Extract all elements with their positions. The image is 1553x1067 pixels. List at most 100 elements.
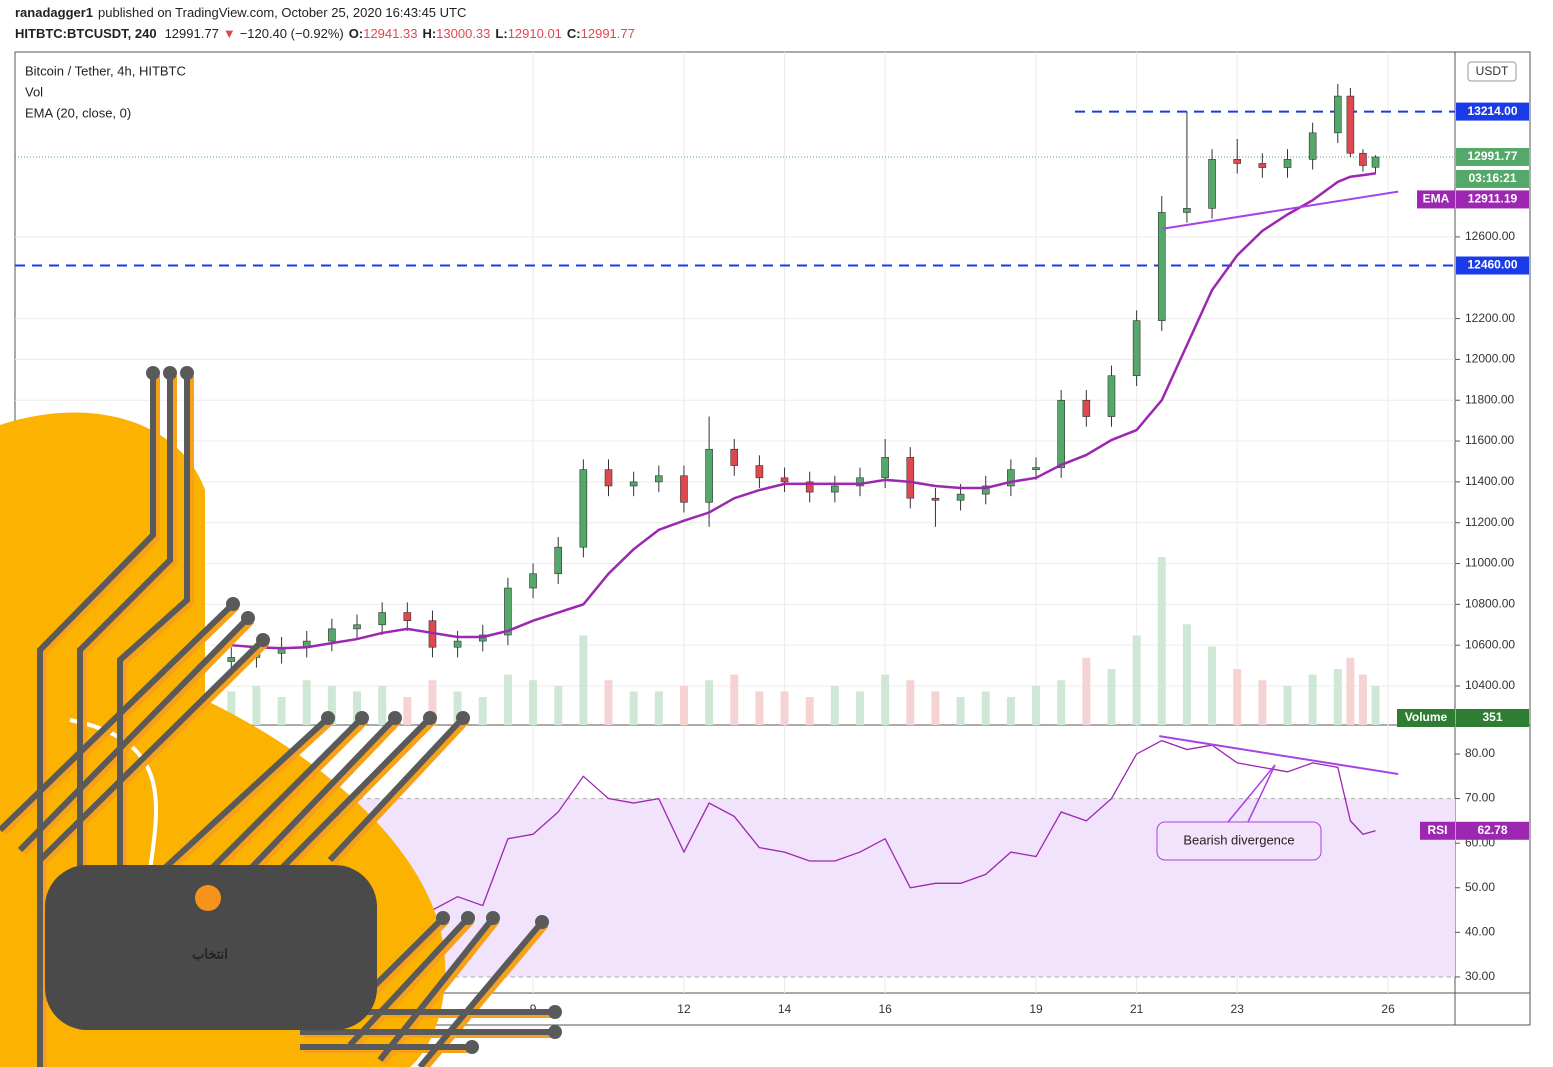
- volume-bar: [1157, 557, 1166, 725]
- candle-body: [1157, 212, 1166, 321]
- y-tick-label: 11200.00: [1465, 515, 1514, 529]
- candle-body: [1233, 159, 1242, 164]
- volume-bar: [931, 691, 940, 725]
- candle-body: [1082, 399, 1091, 417]
- ema-label: 12911.19: [1468, 192, 1518, 206]
- y-tick-label: 12000.00: [1465, 352, 1515, 366]
- candle-body: [1208, 159, 1216, 209]
- candle-body: [328, 628, 336, 642]
- candle-body: [227, 657, 236, 662]
- candle-body: [981, 485, 990, 495]
- annotation-box: [1156, 821, 1322, 861]
- last-price: 12991.77: [165, 26, 219, 41]
- volume-bar: [881, 674, 890, 725]
- candle-body: [931, 497, 940, 501]
- volume-bar: [353, 691, 362, 725]
- volume-bar: [403, 697, 412, 725]
- x-tick-label: 19: [1029, 1002, 1043, 1016]
- volume-bar: [629, 691, 638, 725]
- candle-body: [1346, 95, 1355, 154]
- y-tick-label: 12200.00: [1465, 311, 1515, 325]
- publisher: ranadagger1: [15, 5, 93, 20]
- volume-bar: [529, 680, 538, 725]
- change: −120.40 (−0.92%): [240, 26, 344, 41]
- volume-bar: [277, 697, 286, 725]
- annotation: Bearish divergence: [1156, 764, 1322, 861]
- ema-line: [231, 172, 1376, 650]
- logo-text: انتخاب: [192, 946, 228, 961]
- candle-body: [1132, 320, 1141, 377]
- legend-title: Bitcoin / Tether, 4h, HITBTC: [25, 63, 186, 78]
- volume-bar: [1182, 624, 1191, 725]
- arrow: ▼: [223, 26, 236, 41]
- header-line-1: ranadagger1 published on TradingView.com,…: [15, 5, 466, 20]
- volume-bar: [302, 680, 311, 725]
- candle-body: [805, 481, 814, 493]
- price-line-label-box: [1456, 256, 1529, 275]
- rsi-tick-label: 40.00: [1465, 925, 1495, 939]
- volume-bar: [453, 691, 462, 725]
- currency-box: [1467, 61, 1517, 82]
- volume-bar: [327, 685, 336, 725]
- volume-bar: [503, 674, 512, 725]
- annotation-text: Bearish divergence: [1183, 832, 1294, 847]
- volume-bar: [1032, 685, 1041, 725]
- header-line-2: HITBTC:BTCUSDT, 240 12991.77 ▼ −120.40 (−0.…: [15, 26, 635, 41]
- c-label: C:: [567, 26, 581, 41]
- candle-body: [453, 640, 462, 648]
- x-tick-label: 23: [1231, 1002, 1245, 1016]
- volume-bar: [755, 691, 764, 725]
- volume-bar: [579, 635, 588, 725]
- ema-label-name: EMA: [1423, 192, 1450, 206]
- last-price-label: 12991.77: [1467, 149, 1517, 163]
- volume-bar: [1107, 669, 1116, 725]
- volume-label-name-box: [1397, 709, 1455, 727]
- legend-ema: EMA (20, close, 0): [25, 105, 131, 120]
- volume-bar: [478, 697, 487, 725]
- symbol: HITBTC:BTCUSDT, 240: [15, 26, 157, 41]
- l-label: L:: [495, 26, 507, 41]
- candle-body: [655, 475, 663, 483]
- volume-bar: [1132, 635, 1141, 725]
- y-tick-label: 12600.00: [1465, 229, 1515, 243]
- rsi-label-name-box: [1420, 821, 1455, 840]
- candle-body: [730, 448, 739, 466]
- ema-label-name-box: [1417, 190, 1455, 209]
- volume-bar: [604, 680, 613, 725]
- candle-body: [1334, 95, 1342, 134]
- candle-body: [1371, 156, 1380, 168]
- volume-bar: [805, 697, 814, 725]
- candle-body: [881, 457, 889, 479]
- volume-bar: [1283, 685, 1292, 725]
- y-tick-label: 11600.00: [1465, 433, 1514, 447]
- volume-bar: [1358, 674, 1367, 725]
- candle-body: [1057, 399, 1065, 468]
- volume-bar: [227, 691, 236, 725]
- h-label: H:: [422, 26, 436, 41]
- candle-body: [1183, 208, 1191, 213]
- rsi-label-name: RSI: [1427, 823, 1447, 837]
- volume-bar: [1006, 697, 1015, 725]
- candle-body: [378, 612, 386, 626]
- volume-bar: [906, 680, 915, 725]
- rsi-label: 62.78: [1477, 823, 1507, 837]
- l-value: 12910.01: [508, 26, 562, 41]
- logo-dots: [146, 366, 562, 1054]
- volume-bar: [252, 685, 261, 725]
- currency: USDT: [1476, 64, 1509, 78]
- logo: انتخاب: [0, 366, 562, 1067]
- candle-body: [831, 485, 839, 493]
- candle-body: [579, 469, 588, 548]
- volume-bar: [1208, 646, 1217, 725]
- candle-body: [629, 481, 638, 487]
- volume-bar: [705, 680, 714, 725]
- volume-bar: [981, 691, 990, 725]
- x-tick-label: 12: [677, 1002, 691, 1016]
- candle-body: [755, 465, 764, 479]
- c-value: 12991.77: [581, 26, 635, 41]
- candle-body: [680, 475, 688, 503]
- candle-body: [504, 587, 512, 636]
- published: published on TradingView.com, October 25…: [98, 5, 466, 20]
- price-line-label: 12460.00: [1467, 258, 1517, 272]
- volume-bar: [654, 691, 663, 725]
